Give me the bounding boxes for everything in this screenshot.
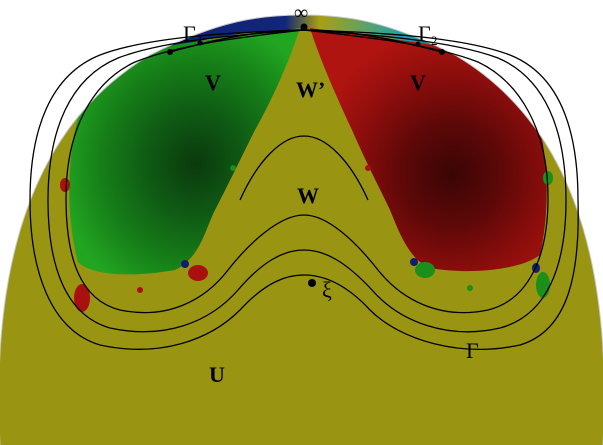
infinity-point bbox=[300, 23, 308, 31]
gamma1-endpoint bbox=[167, 49, 173, 55]
gamma1-inner-point bbox=[197, 40, 203, 46]
label-gamma2-sub: 2 bbox=[431, 33, 438, 48]
label-gamma2: Γ bbox=[418, 21, 431, 46]
curve-outer-boundary bbox=[29, 29, 579, 350]
curve-inner bbox=[65, 29, 549, 314]
label-gamma1: Γ bbox=[183, 21, 196, 46]
region-v-left bbox=[69, 28, 300, 275]
curve-w-outer bbox=[239, 135, 369, 201]
label-u: U bbox=[209, 362, 225, 387]
label-v-left: V bbox=[205, 70, 221, 95]
region-v-right bbox=[310, 28, 547, 272]
disk-outline bbox=[0, 14, 603, 445]
gamma2-inner-point bbox=[415, 41, 421, 47]
curve-gamma bbox=[47, 29, 567, 333]
label-infinity: ∞ bbox=[294, 2, 308, 24]
gamma2-endpoint bbox=[439, 49, 445, 55]
label-w-prime: W’ bbox=[296, 77, 325, 102]
label-gamma: Γ bbox=[466, 338, 479, 363]
label-xi: ξ bbox=[322, 277, 332, 302]
label-v-right: V bbox=[410, 70, 426, 95]
xi-point bbox=[308, 279, 316, 287]
label-gamma1-sub: 1 bbox=[197, 33, 204, 48]
label-w: W bbox=[297, 183, 319, 208]
